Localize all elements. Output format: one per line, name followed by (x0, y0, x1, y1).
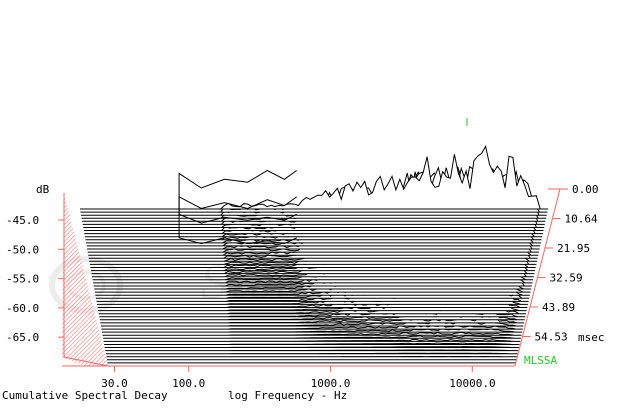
slices (80, 145, 548, 367)
decay-slice (103, 338, 521, 342)
decay-slice (80, 145, 548, 210)
y-tick-label: -50.0 (6, 243, 39, 256)
time-tick-label: 0.00 (572, 183, 599, 196)
y-tick-label: -65.0 (6, 331, 39, 344)
time-unit-label: msec (578, 331, 605, 344)
rear-curve (178, 195, 297, 210)
y-tick-label: -45.0 (6, 214, 39, 227)
time-ticks: 0.00 10.64 21.95 32.59 43.89 54.53 (522, 183, 599, 344)
x-tick-label: 1000.0 (311, 377, 351, 390)
y-tick-label: -55.0 (6, 273, 39, 286)
rear-curve (178, 207, 297, 245)
x-tick-label: 100.0 (172, 377, 205, 390)
x-ticks: 30.0 100.0 1000.0 10000.0 (101, 366, 496, 390)
decay-slice (105, 349, 519, 352)
rear-curve (178, 169, 297, 207)
y-axis-label: dB (36, 183, 50, 196)
decay-slice (105, 352, 518, 355)
y-ticks: -45.0 -50.0 -55.0 -60.0 -65.0 (6, 214, 64, 344)
decay-slice (104, 342, 520, 345)
time-tick-label: 54.53 (535, 331, 568, 344)
decay-slice (104, 346, 519, 348)
time-tick-label: 21.95 (557, 242, 590, 255)
decay-slice (102, 331, 522, 336)
brand-label: MLSSA (524, 354, 557, 367)
time-tick-label: 43.89 (542, 301, 575, 314)
x-tick-label: 10000.0 (449, 377, 495, 390)
x-tick-label: 30.0 (101, 377, 128, 390)
rear-curves (178, 169, 297, 245)
axis-floor-hatch (62, 193, 108, 366)
depth-axis-line (63, 356, 109, 367)
time-tick-label: 10.64 (565, 213, 598, 226)
x-axis-label: log Frequency - Hz (228, 389, 347, 402)
rear-curve (178, 207, 297, 224)
y-tick-label: -60.0 (6, 302, 39, 315)
chart-title: Cumulative Spectral Decay (2, 389, 168, 402)
decay-slice (103, 335, 521, 339)
time-tick-label: 32.59 (550, 272, 583, 285)
